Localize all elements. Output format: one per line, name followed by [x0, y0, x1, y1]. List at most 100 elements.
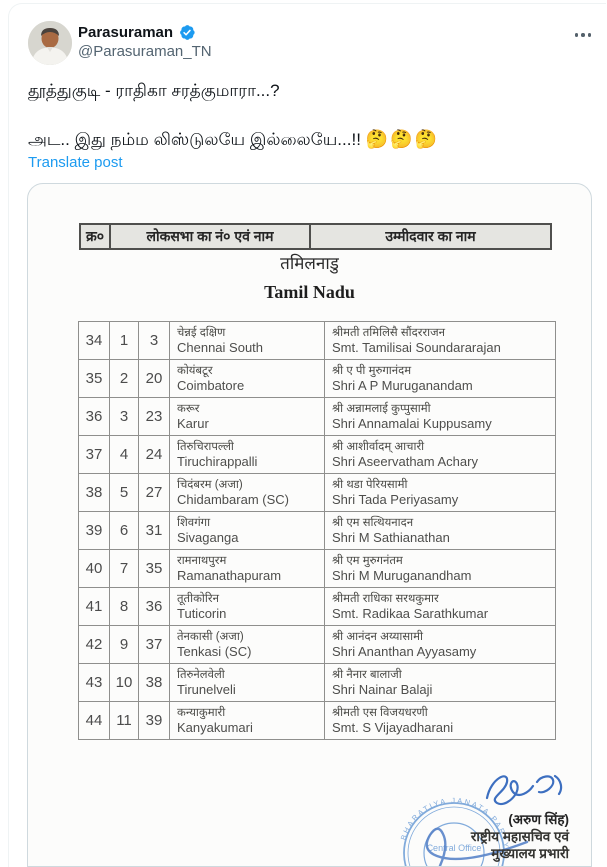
- serial-cell: 38: [78, 473, 110, 512]
- constituency-number-cell: 20: [138, 359, 170, 398]
- header-col-loksabha: लोकसभा का नं० एवं नाम: [109, 223, 311, 250]
- document-header-table: क्र० लोकसभा का नं० एवं नाम उम्मीदवार का …: [79, 223, 552, 250]
- state-number-cell: 5: [109, 473, 139, 512]
- candidate-english: Shri Aseervatham Achary: [332, 453, 478, 469]
- candidate-cell: श्री नैनार बालाजी Shri Nainar Balaji: [324, 663, 556, 702]
- constituency-cell: चेन्नई दक्षिण Chennai South: [169, 321, 325, 360]
- author-name[interactable]: Parasuraman: [78, 24, 174, 41]
- attached-image[interactable]: क्र० लोकसभा का नं० एवं नाम उम्मीदवार का …: [27, 183, 592, 867]
- signatory-name: (अरुण सिंह): [508, 812, 569, 827]
- serial-cell: 44: [78, 701, 110, 740]
- serial-cell: 35: [78, 359, 110, 398]
- avatar[interactable]: [28, 21, 72, 65]
- constituency-cell: करूर Karur: [169, 397, 325, 436]
- candidate-cell: श्री आशीर्वादम् आचारी Shri Aseervatham A…: [324, 435, 556, 474]
- signatory-designation-2: मुख्यालय प्रभारी: [491, 846, 569, 861]
- candidate-cell: श्री आनंदन अय्यासामी Shri Ananthan Ayyas…: [324, 625, 556, 664]
- candidate-hindi: श्रीमती एस विजयधरणी: [332, 706, 428, 719]
- tweet-text-line2: அட.. இது நம்ம லிஸ்டுலயே இல்லையே...!! 🤔🤔🤔: [28, 127, 583, 152]
- constituency-number-cell: 24: [138, 435, 170, 474]
- header-col-candidate: उम्मीदवार का नाम: [309, 223, 552, 250]
- signatory-designation-1: राष्ट्रीय महासचिव एवं: [470, 829, 569, 844]
- constituency-cell: तूतीकोरिन Tuticorin: [169, 587, 325, 626]
- state-number-cell: 9: [109, 625, 139, 664]
- constituency-hindi: शिवगंगा: [177, 516, 211, 529]
- constituency-cell: चिदंबरम (अजा) Chidambaram (SC): [169, 473, 325, 512]
- candidate-table: 34 1 3 चेन्नई दक्षिण Chennai South श्रीम…: [78, 321, 556, 740]
- constituency-english: Ramanathapuram: [177, 567, 282, 583]
- table-row: 42 9 37 तेनकासी (अजा) Tenkasi (SC) श्री …: [78, 625, 556, 664]
- candidate-english: Shri Tada Periyasamy: [332, 491, 459, 507]
- constituency-english: Tiruchirappalli: [177, 453, 258, 469]
- constituency-cell: तेनकासी (अजा) Tenkasi (SC): [169, 625, 325, 664]
- table-row: 40 7 35 रामनाथपुरम Ramanathapuram श्री ए…: [78, 549, 556, 588]
- avatar-photo: [28, 21, 72, 65]
- state-number-cell: 10: [109, 663, 139, 702]
- candidate-hindi: श्री आशीर्वादम् आचारी: [332, 440, 425, 453]
- table-row: 36 3 23 करूर Karur श्री अन्नामलाई कुप्पु…: [78, 397, 556, 436]
- candidate-english: Shri Nainar Balaji: [332, 681, 433, 697]
- constituency-english: Chennai South: [177, 339, 264, 355]
- constituency-number-cell: 27: [138, 473, 170, 512]
- constituency-cell: तिरुनेलवेली Tirunelveli: [169, 663, 325, 702]
- signature-scribble: [485, 774, 563, 806]
- constituency-english: Karur: [177, 415, 209, 431]
- constituency-hindi: तिरुचिरापल्ली: [177, 440, 234, 453]
- candidate-hindi: श्री एम मुरुगनंतम: [332, 554, 403, 567]
- serial-cell: 36: [78, 397, 110, 436]
- state-number-cell: 8: [109, 587, 139, 626]
- serial-cell: 37: [78, 435, 110, 474]
- serial-cell: 40: [78, 549, 110, 588]
- author-handle[interactable]: @Parasuraman_TN: [78, 43, 212, 60]
- constituency-english: Sivaganga: [177, 529, 239, 545]
- candidate-cell: श्रीमती एस विजयधरणी Smt. S Vijayadharani: [324, 701, 556, 740]
- constituency-english: Chidambaram (SC): [177, 491, 289, 507]
- constituency-number-cell: 39: [138, 701, 170, 740]
- tweet-text-line2-text: அட.. இது நம்ம லிஸ்டுலயே இல்லையே...!!: [28, 130, 361, 149]
- candidate-cell: श्री एम मुरुगनंतम Shri M Muruganandham: [324, 549, 556, 588]
- constituency-hindi: चेन्नई दक्षिण: [177, 326, 226, 339]
- constituency-cell: कन्याकुमारी Kanyakumari: [169, 701, 325, 740]
- candidate-hindi: श्री आनंदन अय्यासामी: [332, 630, 423, 643]
- constituency-hindi: तेनकासी (अजा): [177, 630, 244, 643]
- table-row: 44 11 39 कन्याकुमारी Kanyakumari श्रीमती…: [78, 701, 556, 740]
- state-title-english: Tamil Nadu: [264, 282, 355, 302]
- candidate-cell: श्री ए पी मुरुगानंदम Shri A P Muruganand…: [324, 359, 556, 398]
- candidate-hindi: श्री अन्नामलाई कुप्पुसामी: [332, 402, 431, 415]
- constituency-english: Tirunelveli: [177, 681, 236, 697]
- state-number-cell: 2: [109, 359, 139, 398]
- constituency-number-cell: 23: [138, 397, 170, 436]
- candidate-hindi: श्री एम सत्थियनादन: [332, 516, 414, 529]
- table-row: 43 10 38 तिरुनेलवेली Tirunelveli श्री नै…: [78, 663, 556, 702]
- constituency-cell: तिरुचिरापल्ली Tiruchirappalli: [169, 435, 325, 474]
- translate-post-link[interactable]: Translate post: [28, 154, 123, 171]
- constituency-number-cell: 38: [138, 663, 170, 702]
- serial-cell: 42: [78, 625, 110, 664]
- candidate-english: Shri M Sathianathan: [332, 529, 450, 545]
- verified-icon: [177, 23, 196, 42]
- constituency-english: Tenkasi (SC): [177, 643, 252, 659]
- state-number-cell: 7: [109, 549, 139, 588]
- candidate-english: Smt. Radikaa Sarathkumar: [332, 605, 489, 621]
- more-icon[interactable]: [570, 26, 596, 44]
- candidate-cell: श्री थडा पेरियसामी Shri Tada Periyasamy: [324, 473, 556, 512]
- candidate-english: Smt. S Vijayadharani: [332, 719, 454, 735]
- constituency-english: Tuticorin: [177, 605, 227, 621]
- table-row: 37 4 24 तिरुचिरापल्ली Tiruchirappalli श्…: [78, 435, 556, 474]
- table-row: 35 2 20 कोयंबटूर Coimbatore श्री ए पी मु…: [78, 359, 556, 398]
- constituency-number-cell: 35: [138, 549, 170, 588]
- candidate-english: Shri Annamalai Kuppusamy: [332, 415, 492, 431]
- state-number-cell: 11: [109, 701, 139, 740]
- candidate-cell: श्री अन्नामलाई कुप्पुसामी Shri Annamalai…: [324, 397, 556, 436]
- constituency-number-cell: 3: [138, 321, 170, 360]
- constituency-number-cell: 31: [138, 511, 170, 550]
- constituency-number-cell: 36: [138, 587, 170, 626]
- table-row: 38 5 27 चिदंबरम (अजा) Chidambaram (SC) श…: [78, 473, 556, 512]
- constituency-hindi: रामनाथपुरम: [177, 554, 227, 567]
- constituency-english: Coimbatore: [177, 377, 245, 393]
- state-number-cell: 6: [109, 511, 139, 550]
- state-title-hindi: तमिलनाडु: [280, 254, 339, 273]
- candidate-hindi: श्री थडा पेरियसामी: [332, 478, 408, 491]
- constituency-cell: कोयंबटूर Coimbatore: [169, 359, 325, 398]
